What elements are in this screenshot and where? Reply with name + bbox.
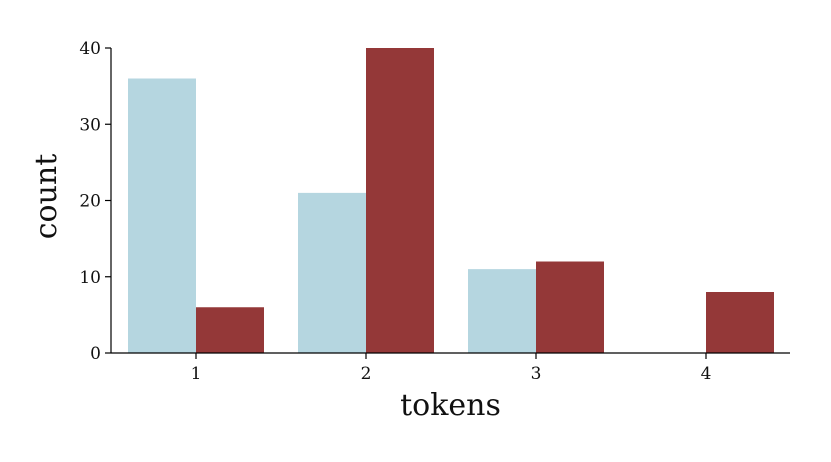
bar-series-2-category-3 — [536, 261, 604, 353]
x-axis-ticks: 1 2 3 4 — [191, 353, 712, 384]
y-tick-label: 20 — [79, 192, 101, 212]
x-tick-label: 3 — [531, 364, 542, 384]
y-axis-title: count — [29, 154, 64, 240]
bar-series-2-category-4 — [706, 292, 774, 353]
bar-series-1-category-1 — [128, 78, 196, 353]
bar-series-2-category-2 — [366, 48, 434, 353]
y-tick-label: 0 — [90, 344, 101, 364]
y-tick-label: 10 — [79, 268, 101, 288]
y-tick-label: 30 — [79, 115, 101, 135]
bar-series-1-category-3 — [468, 269, 536, 353]
bar-series-2-category-1 — [196, 307, 264, 353]
x-axis-title: tokens — [400, 388, 501, 423]
x-tick-label: 4 — [701, 364, 712, 384]
bars — [128, 48, 774, 353]
bar-series-1-category-2 — [298, 192, 366, 353]
x-tick-label: 1 — [191, 364, 202, 384]
x-tick-label: 2 — [361, 364, 372, 384]
y-axis-ticks: 0 10 20 30 40 — [79, 39, 111, 364]
y-tick-label: 40 — [79, 39, 101, 59]
